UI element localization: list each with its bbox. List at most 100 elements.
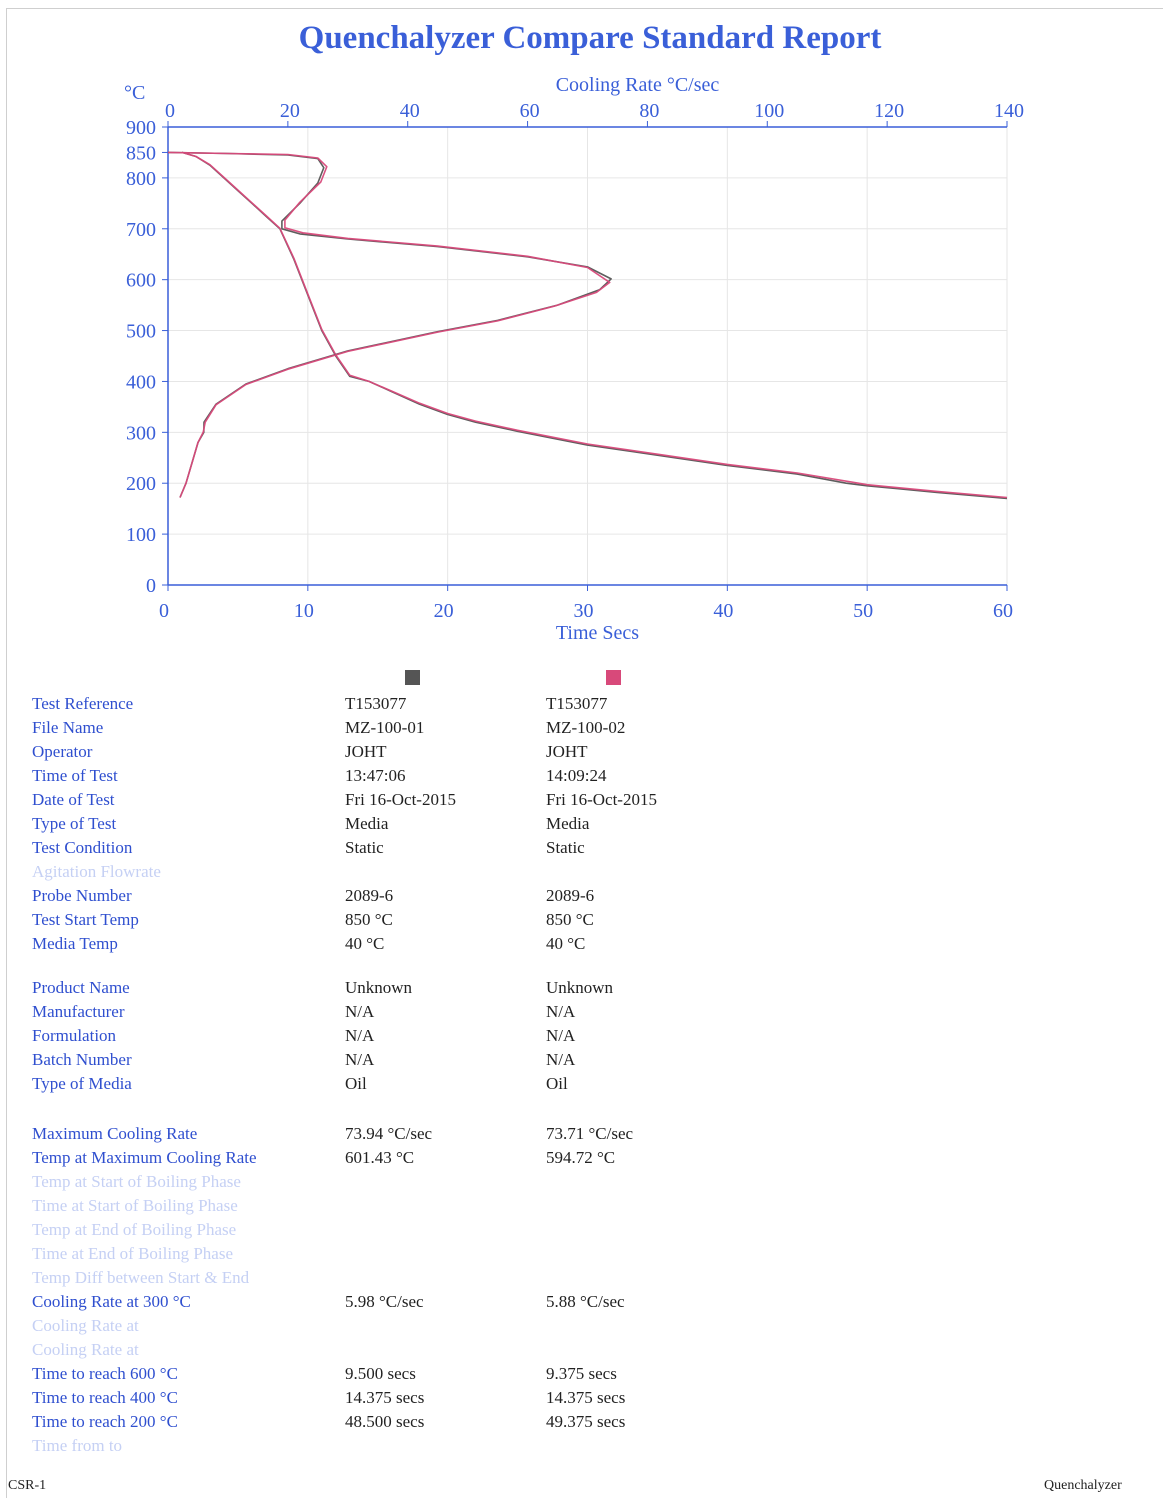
table-row: Batch Number N/A N/A [0,1050,1163,1072]
value-test-2: Fri 16-Oct-2015 [546,790,657,809]
row-label: Cooling Rate at [32,1316,139,1335]
table-row: Time of Test 13:47:06 14:09:24 [0,766,1163,788]
row-label: Temp at Start of Boiling Phase [32,1172,241,1191]
value-test-2: Static [546,838,585,857]
row-label: Time from to [32,1436,123,1455]
value-test-1: 40 °C [345,934,385,953]
row-label: Product Name [32,978,130,997]
value-test-2: T153077 [546,694,608,713]
value-test-2: JOHT [546,742,588,761]
x2-tick-label: 140 [994,100,1024,122]
value-test-1: 601.43 °C [345,1148,415,1167]
row-label: Temp at Maximum Cooling Rate [32,1148,257,1167]
footer-right: Quenchalyzer [1044,1478,1122,1493]
row-label: Temp Diff between Start & End [32,1268,250,1287]
table-row: Time to reach 600 °C 9.500 secs 9.375 secs [0,1364,1163,1386]
table-row: File Name MZ-100-01 MZ-100-02 [0,718,1163,740]
series-line-2 [181,151,1008,499]
table-row: Temp at Start of Boiling Phase [0,1172,1163,1194]
table-row: Temp at Maximum Cooling Rate 601.43 °C 594… [0,1148,1163,1170]
y-tick-label: 800 [126,168,156,190]
value-test-1: Unknown [345,978,413,997]
value-test-2: 850 °C [546,910,594,929]
value-test-2: Oil [546,1074,568,1093]
row-label: Time at Start of Boiling Phase [32,1196,238,1215]
row-label: Type of Test [32,814,117,833]
x2-axis-title: Cooling Rate °C/sec [556,74,720,96]
y-tick-label: 0 [146,575,156,597]
table-row: Time from to [0,1436,1163,1458]
table-row: Time at End of Boiling Phase [0,1244,1163,1266]
y-tick-label: 850 [126,142,156,164]
value-test-1: Oil [345,1074,367,1093]
y-tick-label: 600 [126,270,156,292]
legend-swatch-series1 [405,670,420,685]
value-test-1: JOHT [345,742,387,761]
row-label: Time to reach 200 °C [32,1412,178,1431]
report-title: Quenchalyzer Compare Standard Report [298,20,882,56]
table-row: Cooling Rate at [0,1340,1163,1362]
row-label: Test Start Temp [32,910,139,929]
value-test-2: 5.88 °C/sec [546,1292,625,1311]
row-label: File Name [32,718,104,737]
value-test-2: 594.72 °C [546,1148,616,1167]
table-row: Time at Start of Boiling Phase [0,1196,1163,1218]
row-label: Media Temp [32,934,118,953]
row-label: Operator [32,742,93,761]
row-label: Cooling Rate at 300 °C [32,1292,191,1311]
row-label: Test Reference [32,694,134,713]
row-label: Formulation [32,1026,117,1045]
value-test-2: Unknown [546,978,614,997]
table-row: Manufacturer N/A N/A [0,1002,1163,1024]
row-label: Manufacturer [32,1002,125,1021]
value-test-2: N/A [546,1026,576,1045]
table-row: Formulation N/A N/A [0,1026,1163,1048]
row-label: Time to reach 600 °C [32,1364,178,1383]
value-test-1: 5.98 °C/sec [345,1292,424,1311]
row-label: Time at End of Boiling Phase [32,1244,234,1263]
row-label: Date of Test [32,790,115,809]
x2-tick-label: 60 [520,100,540,122]
value-test-1: Media [345,814,389,833]
table-row: Maximum Cooling Rate 73.94 °C/sec 73.71 °C… [0,1124,1163,1146]
x-tick-label: 40 [713,600,733,622]
row-label: Type of Media [32,1074,132,1093]
table-row: Cooling Rate at [0,1316,1163,1338]
y-tick-label: 300 [126,422,156,444]
x2-tick-label: 20 [280,100,300,122]
x-tick-label: 0 [159,600,169,622]
table-row: Temp Diff between Start & End [0,1268,1163,1290]
table-row: Temp at End of Boiling Phase [0,1220,1163,1242]
value-test-2: 14:09:24 [546,766,607,785]
value-test-1: N/A [345,1026,375,1045]
table-row: Agitation Flowrate [0,862,1163,884]
value-test-2: 2089-6 [546,886,595,905]
table-row: Date of Test Fri 16-Oct-2015 Fri 16-Oct-20… [0,790,1163,812]
value-test-1: 850 °C [345,910,393,929]
row-label: Test Condition [32,838,133,857]
y-unit-label: °C [124,82,145,104]
value-test-2: 73.71 °C/sec [546,1124,634,1143]
table-row: Type of Test Media Media [0,814,1163,836]
value-test-1: N/A [345,1002,375,1021]
value-test-2: 9.375 secs [546,1364,617,1383]
x2-tick-label: 80 [639,100,659,122]
value-test-1: Fri 16-Oct-2015 [345,790,456,809]
value-test-2: 40 °C [546,934,586,953]
row-label: Cooling Rate at [32,1340,139,1359]
row-label: Maximum Cooling Rate [32,1124,198,1143]
table-row: Test Start Temp 850 °C 850 °C [0,910,1163,932]
value-test-2: N/A [546,1050,576,1069]
value-test-1: 9.500 secs [345,1364,416,1383]
value-test-1: 13:47:06 [345,766,406,785]
value-test-1: MZ-100-01 [345,718,425,737]
series-line-4 [167,151,611,498]
table-row: Operator JOHT JOHT [0,742,1163,764]
x-tick-label: 50 [853,600,873,622]
page-frame [6,8,1163,1498]
value-test-1: 48.500 secs [345,1412,425,1431]
y-tick-label: 400 [126,371,156,393]
row-label: Agitation Flowrate [32,862,161,881]
x2-tick-label: 40 [400,100,420,122]
